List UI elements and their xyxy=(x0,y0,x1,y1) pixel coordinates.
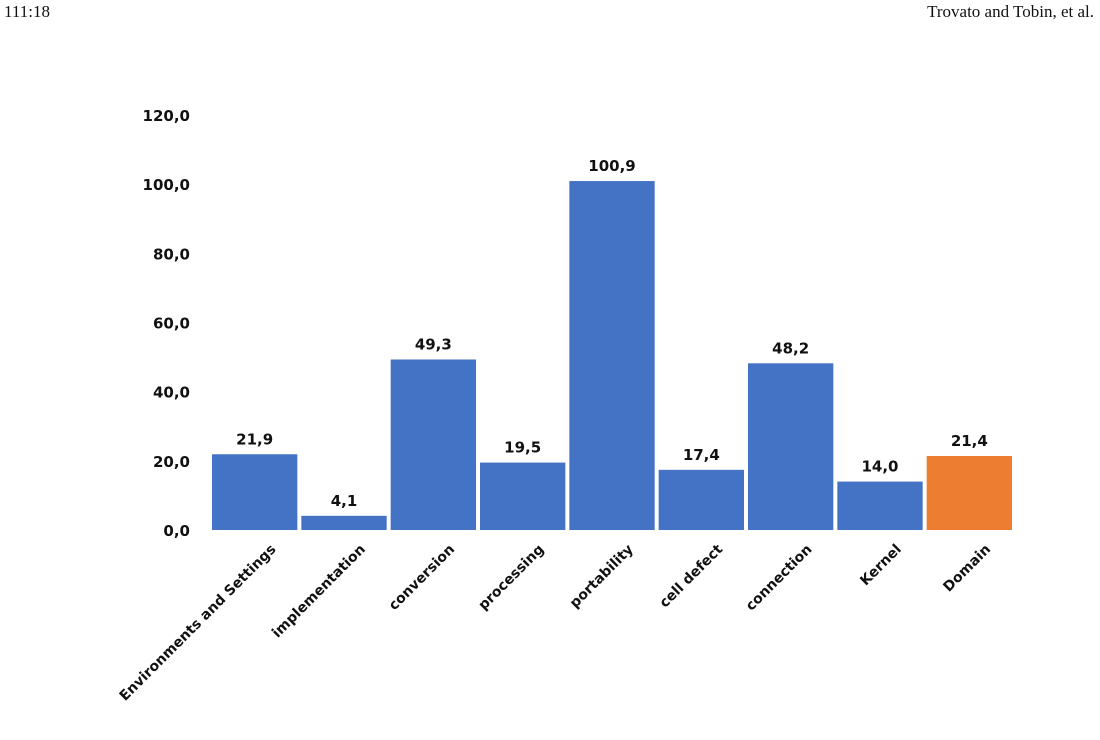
category-label: portability xyxy=(567,542,637,612)
bar xyxy=(926,455,1012,530)
y-tick-label: 60,0 xyxy=(153,315,190,333)
category-label: Kernel xyxy=(857,542,905,590)
bar xyxy=(301,515,387,530)
data-label: 4,1 xyxy=(331,492,358,510)
category-label: Domain xyxy=(940,542,994,596)
data-label: 17,4 xyxy=(683,446,720,464)
category-label: implementation xyxy=(269,542,369,642)
bars xyxy=(212,181,1012,530)
category-label: Environments and Settings xyxy=(117,542,280,705)
bar xyxy=(212,454,298,530)
page-header: 111:18 Trovato and Tobin, et al. xyxy=(0,2,1100,26)
y-tick-label: 20,0 xyxy=(153,453,190,471)
data-labels: 21,9 4,1 49,3 19,5 100,9 17,4 48,2 14,0 21,4 xyxy=(236,157,988,510)
bar xyxy=(658,469,744,530)
page-authors: Trovato and Tobin, et al. xyxy=(927,2,1094,21)
data-label: 21,9 xyxy=(236,430,273,448)
category-label: conversion xyxy=(386,542,458,614)
category-label: processing xyxy=(476,542,548,614)
bar xyxy=(569,181,655,530)
data-label: 21,4 xyxy=(951,432,988,450)
y-tick-label: 120,0 xyxy=(143,107,190,125)
bar xyxy=(837,481,923,530)
category-label: cell defect xyxy=(657,541,727,611)
y-tick-label: 80,0 xyxy=(153,245,190,263)
bar xyxy=(390,359,476,530)
y-tick-label: 100,0 xyxy=(143,176,190,194)
y-tick-label: 0,0 xyxy=(163,522,190,540)
category-label: connection xyxy=(743,542,816,615)
data-label: 14,0 xyxy=(861,458,898,476)
data-label: 19,5 xyxy=(504,439,541,457)
y-axis-ticks: 0,0 20,0 40,0 60,0 80,0 100,0 120,0 xyxy=(143,107,190,540)
page-number: 111:18 xyxy=(4,2,50,21)
y-tick-label: 40,0 xyxy=(153,384,190,402)
bar xyxy=(748,363,834,530)
data-label: 100,9 xyxy=(588,157,635,175)
data-label: 48,2 xyxy=(772,339,809,357)
bar xyxy=(480,462,566,530)
data-label: 49,3 xyxy=(415,336,452,354)
